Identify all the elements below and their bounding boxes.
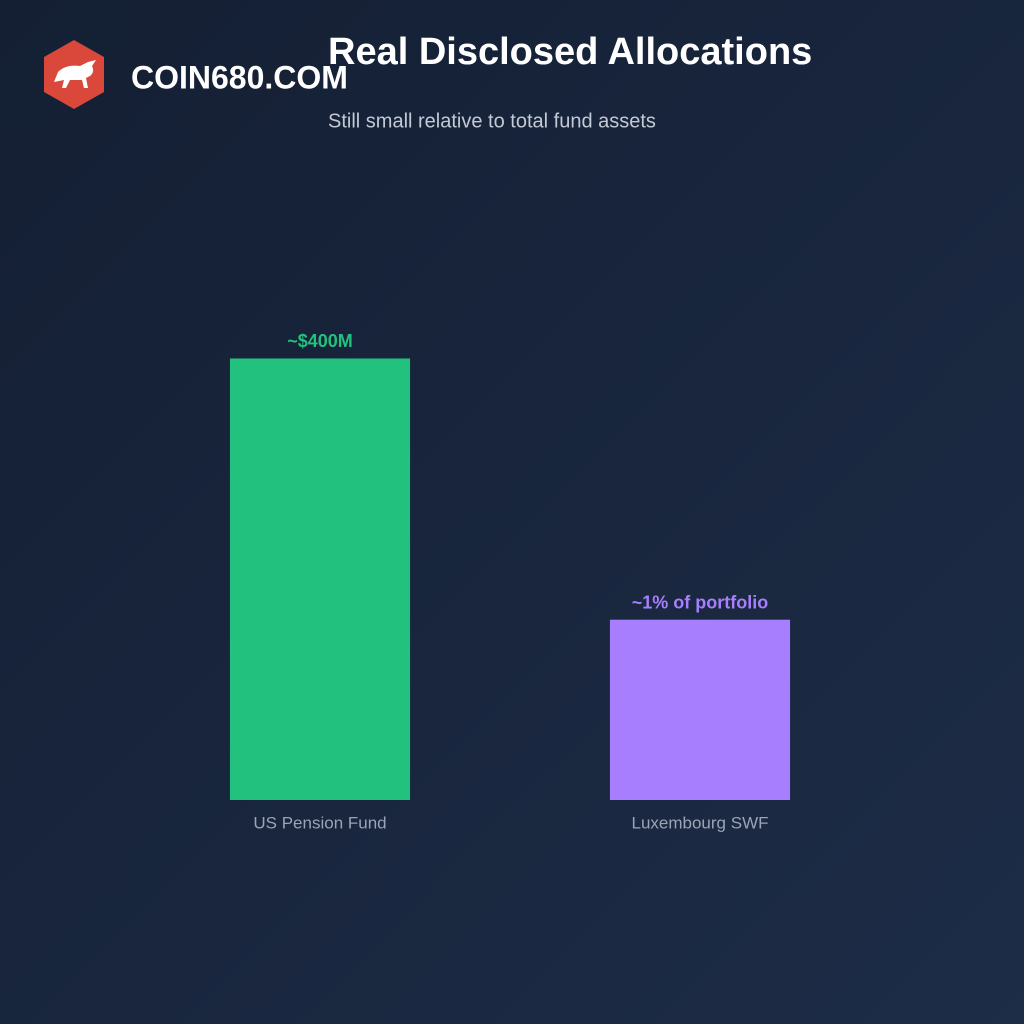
bar [229,358,411,800]
x-tick-label: Luxembourg SWF [632,813,769,832]
bar [609,619,791,800]
x-tick-label: US Pension Fund [253,813,386,832]
chart-subtitle: Still small relative to total fund asset… [328,110,656,132]
logo [44,40,104,109]
logo-bull [54,60,96,88]
data-label: ~1% of portfolio [632,592,769,612]
data-label: ~$400M [287,331,353,351]
chart-title: Real Disclosed Allocations [328,31,812,73]
brand: COIN680.COM [131,59,348,95]
